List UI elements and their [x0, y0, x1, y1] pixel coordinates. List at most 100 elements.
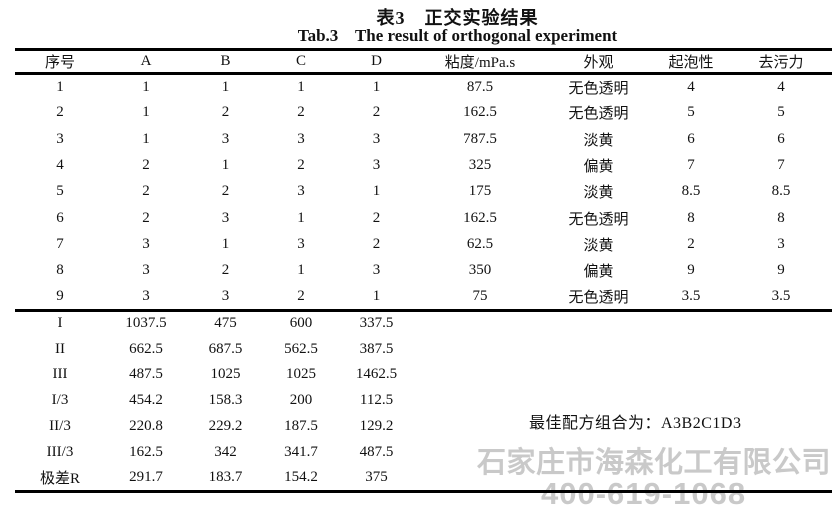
- table-cell: 3: [142, 235, 150, 252]
- summary-cell: [652, 362, 730, 388]
- table-cell: 4: [777, 78, 785, 95]
- table-cell: 9: [56, 287, 64, 304]
- table-cell: 62.5: [466, 235, 494, 252]
- column-header: 序号: [44, 55, 75, 71]
- table-cell: 162.5: [463, 209, 497, 226]
- summary-cell: 158.3: [208, 392, 243, 409]
- table-cell: 3: [297, 183, 305, 200]
- table-cell: 1: [142, 130, 150, 147]
- column-header: 去污力: [758, 55, 804, 71]
- summary-cell: 220.8: [129, 418, 163, 435]
- table-cell: 2: [56, 104, 64, 121]
- table-row: 1 1 1 1 1 87.5 无色透明 4 4: [15, 74, 832, 100]
- summary-cell: [652, 310, 730, 336]
- table-cell: 8: [777, 209, 785, 226]
- table-cell: 3: [221, 209, 230, 226]
- summary-cell: [730, 388, 832, 414]
- summary-cell: 337.5: [359, 315, 394, 332]
- table-cell: 9: [687, 262, 695, 279]
- table-cell: 8: [687, 209, 695, 226]
- summary-cell: 387.5: [359, 340, 394, 357]
- column-header: A: [140, 53, 152, 69]
- summary-row-label: I/3: [51, 392, 69, 409]
- column-header: 粘度/mPa.s: [444, 55, 516, 71]
- column-header: 外观: [583, 55, 614, 71]
- column-header: 起泡性: [668, 55, 714, 71]
- table-cell: 2: [142, 157, 150, 174]
- table-cell: 1: [372, 183, 381, 200]
- table-row: 4 2 1 2 3 325 偏黄 7 7: [15, 152, 832, 178]
- table-row: 6 2 3 1 2 162.5 无色透明 8 8: [15, 205, 832, 231]
- table-cell: 3: [297, 130, 305, 147]
- summary-cell: [652, 466, 730, 492]
- summary-cell: 475: [214, 315, 237, 332]
- summary-row-label: III/3: [46, 444, 74, 461]
- table-cell: 325: [468, 157, 492, 174]
- table-cell: 1: [297, 209, 305, 226]
- summary-cell: [652, 336, 730, 362]
- summary-cell: [545, 310, 652, 336]
- summary-row-label: II: [55, 340, 65, 357]
- table-cell: 2: [142, 209, 150, 226]
- table-cell: 4: [687, 78, 695, 95]
- summary-row-label: II/3: [49, 418, 71, 435]
- table-cell: 87.5: [466, 78, 494, 95]
- table-cell: 350: [468, 262, 492, 279]
- table-cell: 3: [372, 157, 381, 174]
- summary-cell: 112.5: [359, 392, 394, 409]
- table-cell: 无色透明: [568, 289, 629, 306]
- summary-cell: 229.2: [208, 418, 243, 435]
- table-cell: 1: [372, 287, 381, 304]
- summary-cell: 454.2: [129, 392, 163, 409]
- table-cell: 3.5: [681, 287, 701, 304]
- summary-cell: [545, 336, 652, 362]
- table-cell: 无色透明: [568, 106, 629, 123]
- table-row: 7 3 1 3 2 62.5 淡黄 2 3: [15, 231, 832, 257]
- table-title-english: Tab.3 The result of orthogonal experimen…: [297, 26, 618, 45]
- table-title-chinese: 表3 正交实验结果: [376, 8, 539, 28]
- summary-row: I/3 454.2 158.3 200 112.5: [15, 388, 832, 414]
- summary-cell: 1037.5: [125, 315, 167, 332]
- table-cell: 3: [142, 262, 150, 279]
- summary-cell: [415, 362, 545, 388]
- table-cell: 2: [221, 262, 230, 279]
- summary-cell: [730, 362, 832, 388]
- watermark-company: 石家庄市海森化工有限公司: [477, 447, 832, 479]
- summary-row-label: I: [57, 315, 63, 332]
- summary-cell: 162.5: [129, 444, 163, 461]
- table-cell: 2: [142, 183, 150, 200]
- summary-row: I 1037.5 475 600 337.5: [15, 310, 832, 336]
- table-cell: 1: [221, 78, 230, 95]
- table-cell: 偏黄: [583, 159, 614, 176]
- table-cell: 淡黄: [583, 237, 614, 254]
- table-cell: 4: [56, 157, 64, 174]
- table-cell: 2: [297, 287, 305, 304]
- table-row: 3 1 3 3 3 787.5 淡黄 6 6: [15, 126, 832, 152]
- summary-cell: 1025: [210, 366, 241, 383]
- table-cell: 5: [777, 104, 785, 121]
- table-cell: 75: [472, 287, 488, 304]
- summary-row: III 487.5 1025 1025 1462.5: [15, 362, 832, 388]
- summary-cell: 200: [289, 392, 313, 409]
- table-cell: 8.5: [681, 183, 701, 200]
- table-cell: 2: [221, 183, 230, 200]
- summary-cell: 129.2: [359, 418, 394, 435]
- table-cell: 淡黄: [583, 132, 614, 149]
- table-cell: 1: [221, 235, 230, 252]
- table-cell: 2: [372, 104, 381, 121]
- summary-cell: [545, 362, 652, 388]
- summary-cell: [415, 336, 545, 362]
- table-cell: 2: [372, 235, 381, 252]
- table-cell: 7: [56, 235, 64, 252]
- best-formula-note: 最佳配方组合为：A3B2C1D3: [529, 415, 742, 432]
- table-cell: 3.5: [771, 287, 791, 304]
- table-cell: 淡黄: [583, 185, 614, 202]
- table-cell: 2: [372, 209, 381, 226]
- table-cell: 1: [372, 78, 381, 95]
- table-cell: 偏黄: [583, 264, 614, 281]
- table-cell: 3: [777, 235, 785, 252]
- summary-cell: 687.5: [208, 340, 243, 357]
- table-cell: 1: [56, 78, 64, 95]
- table-row: 5 2 2 3 1 175 淡黄 8.5 8.5: [15, 179, 832, 205]
- table-cell: 2: [297, 157, 305, 174]
